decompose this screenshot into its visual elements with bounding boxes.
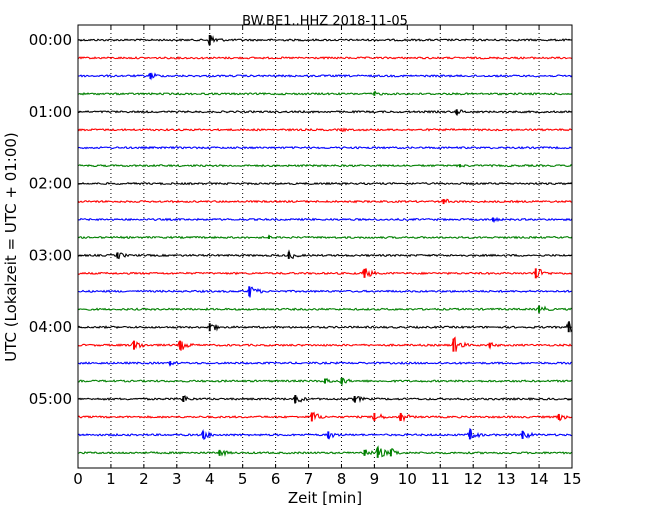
- seismic-trace: [77, 305, 573, 314]
- x-axis-ticks: 0 1 2 3 4 5 6 7 8 9 10 11 12 13 14 15: [73, 25, 582, 488]
- x-tick-label: 12: [464, 470, 483, 488]
- x-tick-label: 3: [172, 470, 182, 488]
- traces-group: [77, 35, 573, 458]
- x-tick-label: 2: [139, 470, 149, 488]
- y-axis-label: UTC (Lokalzeit = UTC + 01:00): [2, 132, 20, 362]
- seismic-trace: [77, 216, 573, 224]
- seismic-trace: [77, 249, 573, 260]
- x-tick-label: 7: [304, 470, 314, 488]
- x-tick-label: 11: [431, 470, 450, 488]
- vertical-grid: [110, 25, 540, 468]
- seismic-trace: [77, 320, 573, 333]
- y-tick-label: 04:00: [29, 318, 72, 336]
- x-tick-label: 1: [106, 470, 116, 488]
- y-axis-ticks: 00:00 01:00 02:00 03:00 04:00 05:00: [29, 31, 572, 408]
- y-tick-label: 00:00: [29, 31, 72, 49]
- plot-frame: [77, 24, 573, 469]
- x-tick-label: 0: [73, 470, 83, 488]
- seismic-trace: [77, 181, 573, 186]
- x-tick-label: 9: [370, 470, 380, 488]
- seismic-trace: [77, 55, 573, 60]
- y-tick-label: 01:00: [29, 103, 72, 121]
- seismic-trace: [77, 198, 573, 204]
- seismic-trace: [77, 145, 573, 150]
- seismic-trace: [77, 445, 573, 458]
- x-tick-label: 8: [337, 470, 347, 488]
- y-tick-label: 03:00: [29, 246, 72, 264]
- seismic-trace: [77, 268, 573, 278]
- seismic-trace: [77, 361, 573, 367]
- x-tick-label: 4: [205, 470, 215, 488]
- x-tick-label: 14: [530, 470, 549, 488]
- seismic-trace: [77, 286, 573, 298]
- seismic-trace: [77, 35, 573, 46]
- seismic-trace: [77, 427, 573, 441]
- x-tick-label: 6: [271, 470, 281, 488]
- y-tick-label: 02:00: [29, 175, 72, 193]
- x-tick-label: 13: [497, 470, 516, 488]
- seismic-trace: [77, 109, 573, 117]
- seismic-trace: [77, 90, 573, 96]
- seismic-trace: [77, 72, 573, 81]
- x-tick-label: 5: [238, 470, 248, 488]
- x-tick-label: 10: [398, 470, 417, 488]
- seismic-trace: [77, 336, 573, 352]
- seismic-trace: [77, 163, 573, 168]
- seismic-trace: [77, 395, 573, 404]
- x-axis-label: Zeit [min]: [288, 489, 362, 507]
- seismic-trace: [77, 411, 573, 423]
- seismic-trace: [77, 234, 573, 240]
- x-tick-label: 15: [562, 470, 581, 488]
- y-tick-label: 05:00: [29, 390, 72, 408]
- chart-title: BW.BE1..HHZ 2018-11-05: [242, 14, 408, 29]
- seismic-trace: [77, 127, 573, 133]
